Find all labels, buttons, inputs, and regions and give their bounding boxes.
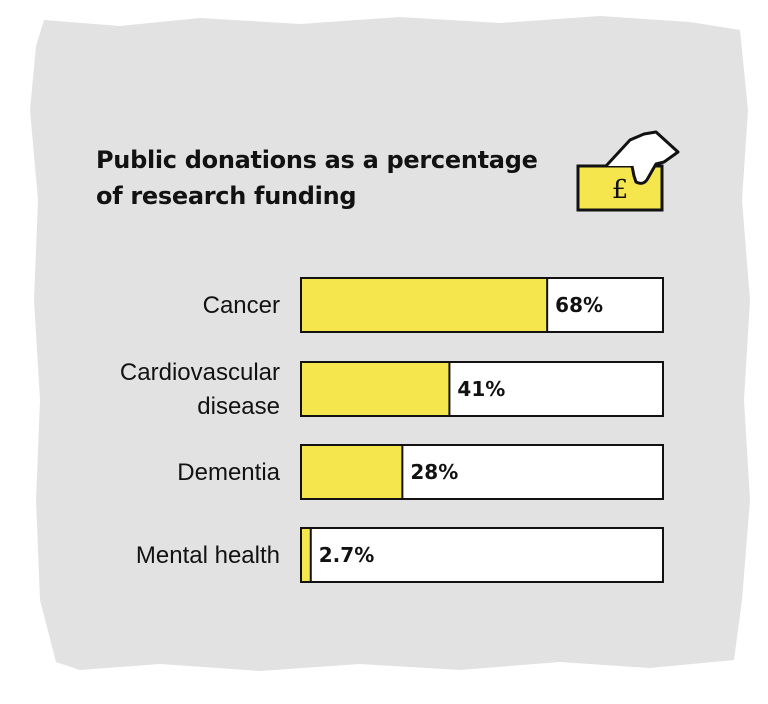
chart-title-line-2: of research funding [96,182,357,210]
hand-shape [604,130,680,185]
bar-3 [301,528,311,582]
bar-2 [301,445,403,499]
bar-outline-1 [300,361,664,417]
category-label-0: Cancer [203,292,280,319]
value-label-1: 41% [457,377,505,401]
hand-dropping-pound-coin-into-box-icon: £ [576,130,680,212]
bar-outline-2 [300,444,664,500]
category-label-3: Mental health [136,542,280,569]
category-label-1-line-1: disease [197,393,280,420]
value-label-2: 28% [410,460,458,484]
chart-title-line-1: Public donations as a percentage [96,146,538,174]
torn-paper-shape [30,16,750,671]
chart-title: Public donations as a percentage of rese… [96,142,566,214]
bar-track-3 [301,528,663,582]
category-label-2: Dementia [177,459,280,486]
bar-0 [301,278,548,332]
pound-sign-glyph: £ [612,175,629,205]
bar-outline-3 [300,527,664,583]
category-label-1-line-0: Cardiovascular [120,359,280,386]
bar-1 [301,362,450,416]
bar-outline-0 [300,277,664,333]
value-label-0: 68% [555,293,603,317]
value-label-3: 2.7% [319,543,374,567]
